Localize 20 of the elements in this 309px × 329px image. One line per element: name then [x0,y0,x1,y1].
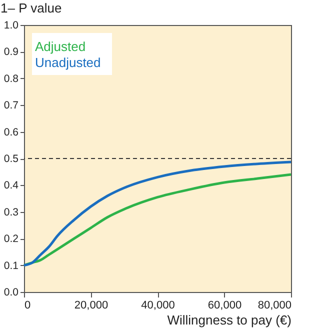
y-tick-label: 0.1 [4,260,19,272]
text: Unadjusted [35,55,101,70]
x-axis-title: Willingness to pay (€) [167,312,292,328]
x-tick-label: 20,000 [74,300,108,312]
x-tick-label: 80,000 [258,300,292,312]
text: Adjusted [35,39,86,54]
y-tick-label: 0.2 [4,233,19,246]
x-tick-label: 60,000 [208,300,242,312]
y-tick-label: 0.5 [4,153,19,165]
y-tick-label: 0.3 [4,206,19,218]
x-tick-label: 40,000 [141,300,175,312]
x-tick-label: 0 [24,300,31,312]
y-tick-label: 0.8 [4,72,19,85]
y-tick-label: 0.0 [4,286,19,298]
y-axis-title: 1– P value [0,0,62,16]
y-tick-label: 0.4 [4,180,19,192]
y-tick-label: 1.0 [4,20,19,32]
y-tick-label: 0.9 [4,46,19,58]
y-tick-label: 0.7 [4,100,19,112]
y-tick-label: 0.6 [4,126,19,138]
